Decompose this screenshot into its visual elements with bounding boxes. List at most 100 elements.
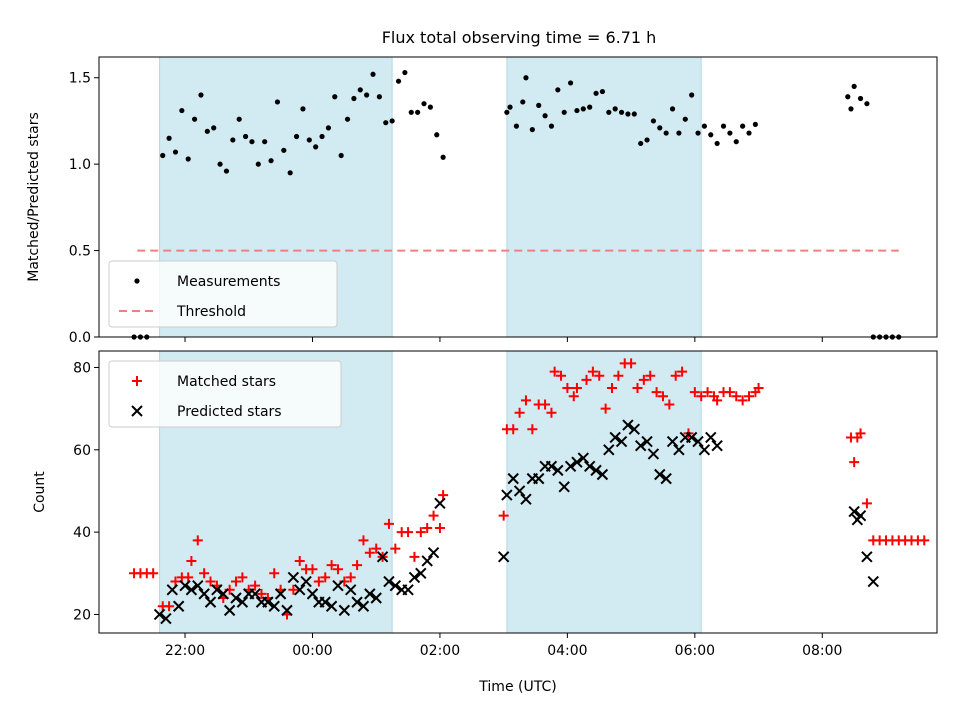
predicted-stars-point bbox=[641, 435, 653, 448]
measurements-point bbox=[857, 95, 864, 102]
matched-stars-point bbox=[613, 370, 624, 381]
predicted-stars-point bbox=[497, 551, 510, 563]
matched-stars-point bbox=[192, 535, 203, 546]
measurements-point bbox=[236, 116, 242, 122]
measurements-point bbox=[529, 126, 535, 133]
matched-stars-point bbox=[498, 510, 509, 521]
ratio-legend: Measurements Threshold bbox=[108, 260, 338, 328]
predicted-stars-point bbox=[660, 472, 672, 485]
matched-stars-point bbox=[205, 576, 216, 587]
predicted-stars-point bbox=[867, 575, 879, 588]
measurements-point bbox=[523, 75, 529, 81]
measurements-point bbox=[669, 106, 676, 112]
observing-window-band bbox=[506, 56, 702, 338]
measurements-point bbox=[631, 111, 637, 117]
y-tick-label: 80 bbox=[73, 360, 91, 376]
measurements-point bbox=[402, 69, 408, 76]
y-tick-label: 40 bbox=[73, 525, 91, 541]
matched-stars-point bbox=[581, 374, 592, 385]
matched-stars-point bbox=[409, 551, 420, 562]
predicted-stars-point bbox=[666, 435, 679, 448]
measurements-point bbox=[191, 116, 198, 122]
measurements-point bbox=[740, 123, 746, 129]
measurements-point bbox=[166, 135, 172, 141]
legend-matched-stars-label: Matched stars bbox=[177, 374, 276, 390]
measurements-point bbox=[542, 113, 548, 119]
ratio-series-layer bbox=[131, 69, 902, 340]
matched-stars-point bbox=[696, 391, 707, 402]
measurements-point bbox=[657, 125, 663, 131]
measurements-point bbox=[593, 90, 599, 96]
predicted-stars-point bbox=[172, 600, 185, 612]
predicted-stars-point bbox=[533, 472, 545, 485]
predicted-stars-point bbox=[583, 460, 596, 472]
predicted-stars-point bbox=[507, 472, 519, 485]
predicted-stars-point bbox=[427, 547, 440, 559]
matched-stars-point bbox=[269, 568, 280, 579]
measurements-point bbox=[612, 106, 618, 112]
measurements-point bbox=[689, 92, 695, 98]
predicted-stars-point bbox=[513, 485, 526, 497]
figure-title: Flux total observing time = 6.71 h bbox=[382, 28, 657, 47]
matched-stars-point bbox=[645, 370, 656, 381]
predicted-stars-point bbox=[421, 555, 433, 567]
matched-stars-point bbox=[562, 383, 573, 394]
count-panel: 20 40 60 80 22:00 00:00 02:00 04:00 06:00 08:00 C… bbox=[32, 350, 938, 695]
matched-stars-point bbox=[540, 399, 551, 410]
measurements-point bbox=[695, 130, 701, 136]
matched-stars-point bbox=[183, 572, 194, 583]
predicted-stars-point bbox=[552, 464, 564, 477]
matched-stars-point bbox=[626, 358, 637, 369]
measurements-point bbox=[733, 139, 739, 145]
measurements-point bbox=[599, 88, 606, 95]
measurements-point bbox=[555, 87, 561, 93]
matched-stars-point bbox=[549, 366, 560, 377]
measurements-point bbox=[293, 133, 300, 140]
measurements-point bbox=[160, 152, 166, 159]
predicted-stars-point bbox=[306, 588, 319, 600]
matched-stars-point bbox=[288, 584, 299, 595]
matched-stars-point bbox=[527, 424, 538, 435]
measurements-point bbox=[408, 109, 414, 115]
predicted-stars-point bbox=[376, 551, 389, 563]
measurements-point bbox=[415, 109, 421, 115]
matched-stars-point bbox=[520, 395, 531, 406]
matched-stars-point bbox=[231, 576, 242, 587]
measurements-point bbox=[513, 123, 520, 129]
predicted-stars-point bbox=[408, 571, 421, 584]
predicted-stars-point bbox=[179, 579, 191, 592]
predicted-stars-point bbox=[370, 592, 382, 604]
predicted-stars-point bbox=[501, 489, 513, 501]
predicted-stars-point bbox=[577, 452, 590, 464]
predicted-stars-point bbox=[230, 592, 242, 604]
predicted-stars-point bbox=[166, 584, 178, 596]
matched-stars-point bbox=[594, 370, 605, 381]
matched-stars-point bbox=[438, 490, 449, 501]
matched-stars-point bbox=[632, 383, 643, 394]
matched-stars-point bbox=[415, 527, 426, 538]
predicted-stars-point bbox=[705, 431, 717, 444]
predicted-stars-point bbox=[545, 460, 558, 472]
measurements-point bbox=[434, 132, 440, 138]
matched-stars-point bbox=[744, 391, 755, 402]
x-tick-label: 02:00 bbox=[420, 643, 460, 659]
x-tick-label: 00:00 bbox=[292, 643, 332, 659]
matched-stars-point bbox=[689, 387, 700, 398]
measurements-point bbox=[606, 109, 612, 115]
predicted-stars-point bbox=[294, 584, 306, 596]
measurements-point bbox=[376, 94, 382, 100]
measurements-point bbox=[625, 111, 631, 117]
measurements-point bbox=[663, 130, 669, 136]
measurements-point bbox=[287, 170, 293, 176]
legend-box bbox=[108, 260, 338, 328]
measurements-point bbox=[574, 107, 580, 114]
measurements-point bbox=[319, 133, 325, 140]
measurements-point bbox=[701, 123, 707, 129]
predicted-stars-point bbox=[434, 497, 446, 510]
predicted-stars-point bbox=[274, 588, 287, 600]
matched-stars-point bbox=[237, 572, 248, 583]
predicted-stars-point bbox=[854, 509, 867, 522]
measurements-point bbox=[344, 116, 351, 122]
ratio-y-axis-label: Matched/Predicted stars bbox=[26, 112, 42, 282]
